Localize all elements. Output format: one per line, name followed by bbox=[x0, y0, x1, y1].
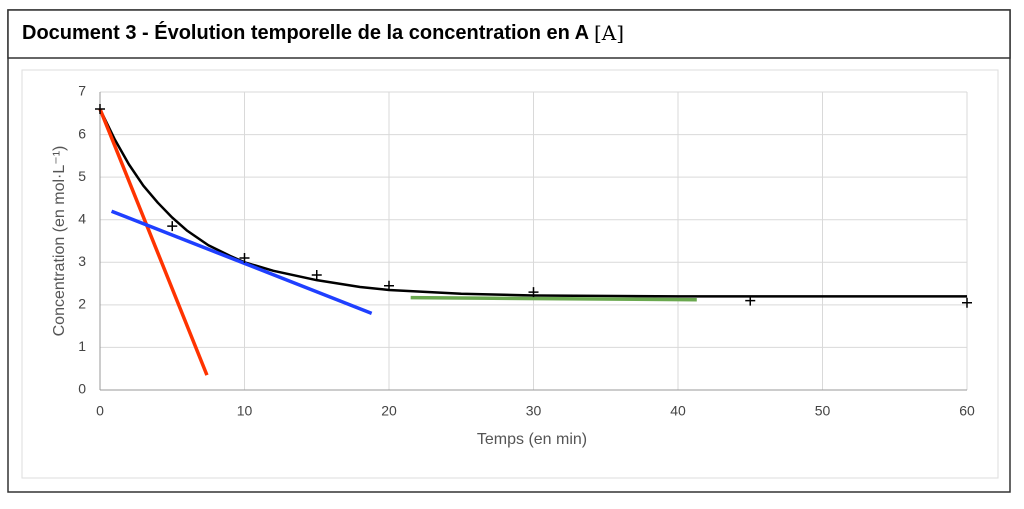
line bbox=[410, 295, 697, 302]
x-tick-label: 40 bbox=[670, 403, 686, 419]
y-tick-label: 7 bbox=[78, 83, 86, 99]
x-tick-label: 50 bbox=[815, 403, 831, 419]
data-point bbox=[95, 104, 105, 115]
y-tick-label: 5 bbox=[78, 168, 86, 184]
x-tick-label: 20 bbox=[381, 403, 397, 419]
data-point bbox=[962, 297, 972, 308]
data-point bbox=[311, 270, 322, 281]
data-point bbox=[745, 295, 756, 306]
y-tick-label: 0 bbox=[78, 381, 86, 397]
title-box bbox=[7, 9, 1011, 59]
y-tick-label: 2 bbox=[78, 296, 86, 312]
y-tick-label: 6 bbox=[78, 125, 86, 141]
data-point bbox=[384, 280, 394, 291]
data-point bbox=[239, 253, 250, 264]
frame bbox=[7, 9, 1011, 493]
y-axis-label: Concentration (en mol·L⁻¹) bbox=[51, 146, 68, 337]
data-point bbox=[167, 221, 178, 232]
x-tick-label: 30 bbox=[526, 403, 542, 419]
chart-title: Document 3 - Évolution temporelle de la … bbox=[22, 21, 624, 45]
line bbox=[110, 209, 373, 315]
title-text: Document 3 - Évolution temporelle de la … bbox=[22, 21, 589, 44]
y-tick-label: 3 bbox=[78, 253, 86, 269]
x-tick-label: 60 bbox=[959, 403, 975, 419]
line bbox=[98, 108, 209, 376]
x-tick-label: 0 bbox=[96, 403, 104, 419]
chart-area bbox=[21, 69, 999, 479]
y-tick-label: 4 bbox=[78, 210, 86, 226]
y-tick-label: 1 bbox=[78, 338, 86, 354]
title-symbol: [A] bbox=[594, 21, 624, 45]
x-tick-label: 10 bbox=[237, 403, 253, 419]
data-point bbox=[528, 287, 539, 298]
x-axis-label: Temps (en min) bbox=[477, 431, 587, 448]
